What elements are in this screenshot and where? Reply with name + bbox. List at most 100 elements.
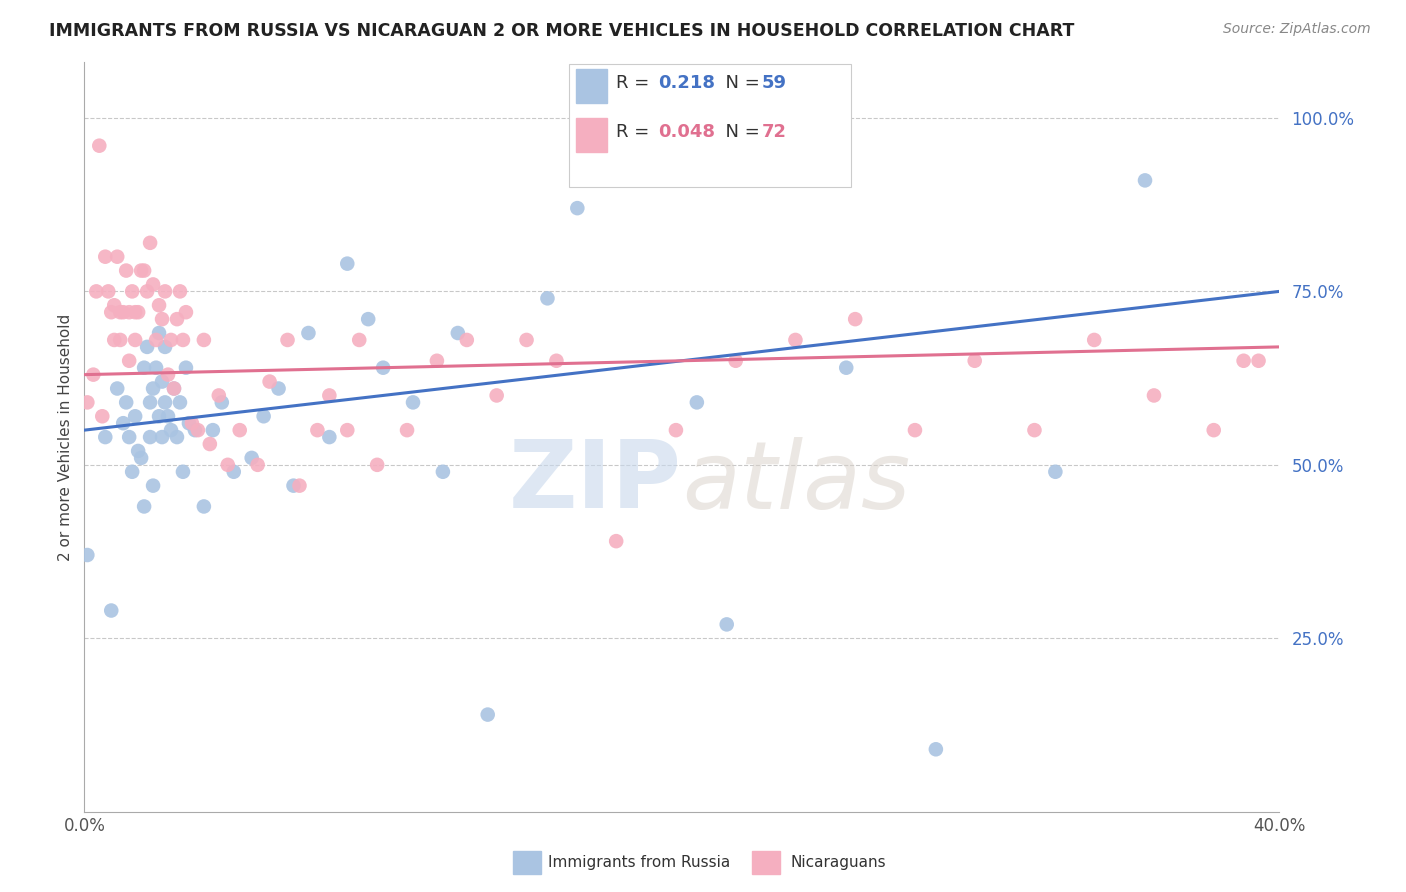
- Point: [198, 437, 221, 451]
- Point: [177, 416, 200, 430]
- Point: [157, 368, 180, 382]
- Point: [426, 353, 449, 368]
- Text: Immigrants from Russia: Immigrants from Russia: [548, 855, 731, 870]
- Point: [240, 450, 263, 465]
- Point: [267, 382, 290, 396]
- Point: [456, 333, 478, 347]
- Point: [716, 617, 738, 632]
- Point: [201, 423, 224, 437]
- Point: [97, 285, 120, 299]
- Point: [925, 742, 948, 756]
- Point: [112, 416, 135, 430]
- Point: [516, 333, 538, 347]
- Point: [1083, 333, 1105, 347]
- Point: [336, 423, 359, 437]
- Point: [357, 312, 380, 326]
- Text: N =: N =: [714, 74, 766, 92]
- Point: [485, 388, 508, 402]
- Text: IMMIGRANTS FROM RUSSIA VS NICARAGUAN 2 OR MORE VEHICLES IN HOUSEHOLD CORRELATION: IMMIGRANTS FROM RUSSIA VS NICARAGUAN 2 O…: [49, 22, 1074, 40]
- Point: [163, 382, 186, 396]
- Point: [118, 305, 141, 319]
- Point: [129, 450, 152, 465]
- Point: [193, 333, 215, 347]
- Point: [132, 500, 156, 514]
- Point: [121, 285, 143, 299]
- Y-axis label: 2 or more Vehicles in Household: 2 or more Vehicles in Household: [58, 313, 73, 561]
- Point: [76, 548, 98, 562]
- Point: [129, 263, 152, 277]
- Point: [94, 250, 117, 264]
- Point: [605, 534, 627, 549]
- Point: [1143, 388, 1166, 402]
- Point: [110, 333, 132, 347]
- Text: 72: 72: [762, 123, 787, 141]
- Point: [228, 423, 252, 437]
- Point: [163, 382, 186, 396]
- Point: [153, 395, 176, 409]
- Point: [169, 395, 191, 409]
- Point: [153, 340, 176, 354]
- Text: Nicaraguans: Nicaraguans: [790, 855, 886, 870]
- Point: [396, 423, 419, 437]
- Point: [136, 340, 159, 354]
- Point: [567, 201, 589, 215]
- Point: [124, 333, 146, 347]
- Point: [150, 430, 173, 444]
- Point: [536, 291, 558, 305]
- Point: [288, 478, 311, 492]
- Point: [785, 333, 807, 347]
- Point: [105, 382, 128, 396]
- Point: [105, 250, 128, 264]
- Point: [118, 430, 141, 444]
- Point: [174, 305, 197, 319]
- Point: [86, 285, 108, 299]
- Point: [835, 360, 858, 375]
- Point: [150, 312, 173, 326]
- Point: [145, 333, 167, 347]
- Text: R =: R =: [616, 123, 655, 141]
- Point: [139, 235, 162, 250]
- Text: ZIP: ZIP: [509, 436, 682, 528]
- Point: [963, 353, 986, 368]
- Point: [110, 305, 132, 319]
- Point: [181, 416, 204, 430]
- Point: [1233, 353, 1256, 368]
- Point: [447, 326, 470, 340]
- Point: [172, 465, 194, 479]
- Point: [142, 478, 165, 492]
- Point: [402, 395, 425, 409]
- Point: [139, 395, 162, 409]
- Point: [1202, 423, 1225, 437]
- Text: 0.218: 0.218: [658, 74, 716, 92]
- Point: [665, 423, 688, 437]
- Text: 59: 59: [762, 74, 787, 92]
- Point: [89, 138, 111, 153]
- Point: [112, 305, 135, 319]
- Point: [100, 603, 122, 617]
- Point: [148, 409, 170, 424]
- Point: [160, 333, 183, 347]
- Text: R =: R =: [616, 74, 655, 92]
- Point: [139, 430, 162, 444]
- Point: [1133, 173, 1156, 187]
- Point: [157, 409, 180, 424]
- Point: [172, 333, 194, 347]
- Point: [297, 326, 319, 340]
- Point: [253, 409, 276, 424]
- Point: [76, 395, 98, 409]
- Point: [432, 465, 454, 479]
- Point: [904, 423, 927, 437]
- Point: [349, 333, 371, 347]
- Point: [169, 285, 191, 299]
- Point: [153, 285, 176, 299]
- Point: [115, 263, 138, 277]
- Point: [283, 478, 305, 492]
- Point: [121, 465, 143, 479]
- Point: [142, 277, 165, 292]
- Point: [318, 388, 340, 402]
- Point: [127, 305, 149, 319]
- Point: [222, 465, 245, 479]
- Text: Source: ZipAtlas.com: Source: ZipAtlas.com: [1223, 22, 1371, 37]
- Point: [132, 360, 156, 375]
- Point: [277, 333, 299, 347]
